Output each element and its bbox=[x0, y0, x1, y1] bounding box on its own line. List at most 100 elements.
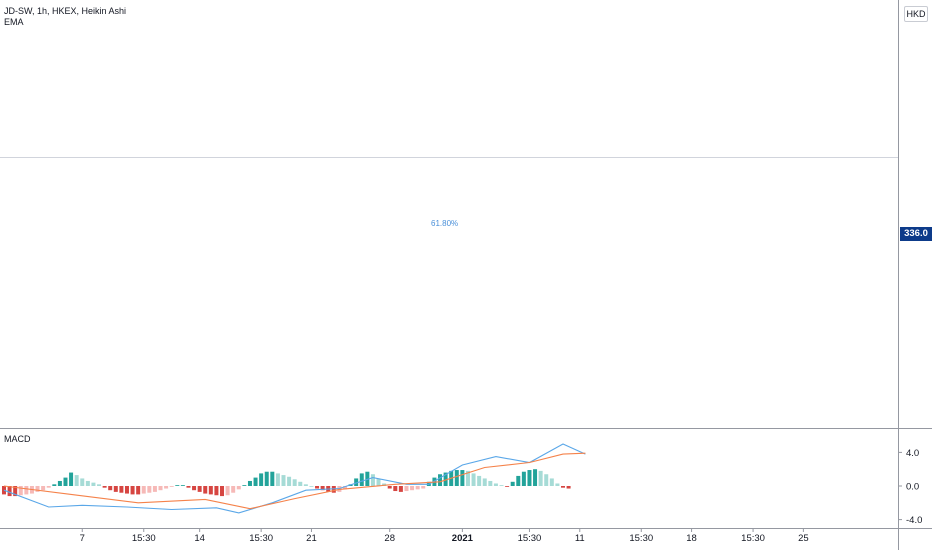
macd-histogram-bar bbox=[124, 486, 129, 494]
macd-histogram-bar bbox=[41, 486, 46, 491]
macd-histogram-bar bbox=[91, 482, 96, 486]
macd-histogram-bar bbox=[270, 471, 275, 486]
macd-histogram-bar bbox=[482, 478, 487, 486]
macd-pane bbox=[2, 443, 586, 514]
macd-histogram-bar bbox=[180, 485, 185, 486]
macd-histogram-bar bbox=[303, 484, 308, 486]
macd-tick-label: -4.0 bbox=[906, 515, 922, 526]
horizontal-line-price-tag: 336.0 bbox=[900, 227, 932, 241]
macd-histogram-bar bbox=[259, 473, 264, 486]
time-tick-label: 18 bbox=[686, 533, 697, 544]
macd-histogram-bar bbox=[438, 474, 443, 486]
macd-histogram-bar bbox=[342, 486, 347, 490]
macd-line bbox=[3, 443, 586, 514]
time-tick-label: 15:30 bbox=[249, 533, 273, 544]
macd-histogram-bar bbox=[18, 486, 23, 496]
price-pane bbox=[0, 157, 898, 158]
macd-tick-label: 0.0 bbox=[906, 482, 919, 493]
macd-histogram-bar bbox=[136, 486, 141, 495]
currency-button[interactable]: HKD bbox=[904, 6, 928, 22]
macd-histogram-bar bbox=[488, 480, 493, 486]
macd-histogram-bar bbox=[331, 486, 336, 493]
ema-label: EMA bbox=[4, 17, 24, 27]
signal-line bbox=[3, 452, 586, 510]
macd-histogram-bar bbox=[398, 486, 403, 492]
macd-histogram-bar bbox=[527, 470, 532, 486]
macd-histogram-bar bbox=[46, 486, 51, 488]
macd-histogram-bar bbox=[74, 475, 79, 486]
macd-histogram-bar bbox=[275, 473, 280, 486]
macd-histogram-bar bbox=[147, 486, 152, 493]
macd-histogram-bar bbox=[57, 480, 62, 486]
macd-histogram-bar bbox=[158, 486, 163, 491]
macd-legend[interactable]: MACD bbox=[4, 434, 31, 445]
macd-histogram-bar bbox=[281, 475, 286, 486]
macd-histogram-bar bbox=[287, 476, 292, 486]
macd-histogram-bar bbox=[421, 486, 426, 489]
macd-histogram-bar bbox=[225, 486, 230, 496]
macd-histogram-bar bbox=[113, 486, 118, 492]
macd-histogram-bar bbox=[247, 480, 252, 486]
macd-histogram-bar bbox=[404, 486, 409, 492]
macd-histogram-bar bbox=[510, 481, 515, 486]
macd-histogram-bar bbox=[97, 484, 102, 486]
time-tick-label: 11 bbox=[575, 533, 585, 544]
macd-histogram-bar bbox=[354, 478, 359, 486]
macd-histogram-bar bbox=[236, 486, 241, 490]
time-tick-label: 28 bbox=[384, 533, 395, 544]
macd-histogram-bar bbox=[264, 471, 269, 486]
macd-histogram-bar bbox=[130, 486, 135, 495]
macd-histogram-bar bbox=[499, 485, 504, 486]
macd-histogram-bar bbox=[52, 484, 57, 486]
macd-histogram-bar bbox=[471, 473, 476, 486]
macd-histogram-bar bbox=[505, 486, 510, 487]
macd-histogram-bar bbox=[443, 472, 448, 486]
time-tick-label: 14 bbox=[194, 533, 205, 544]
macd-histogram-bar bbox=[169, 486, 174, 487]
macd-histogram-bar bbox=[220, 486, 225, 497]
macd-histogram-bar bbox=[538, 470, 543, 486]
macd-histogram-bar bbox=[80, 478, 85, 486]
macd-histogram-bar bbox=[192, 486, 197, 491]
macd-histogram-bar bbox=[102, 486, 107, 488]
macd-histogram-bar bbox=[309, 486, 314, 487]
macd-histogram-bar bbox=[382, 483, 387, 486]
macd-histogram-bar bbox=[63, 477, 68, 486]
macd-histogram-bar bbox=[214, 486, 219, 496]
macd-histogram-bar bbox=[197, 486, 202, 492]
macd-histogram-bar bbox=[415, 486, 420, 490]
macd-histogram-bar bbox=[465, 470, 470, 486]
macd-histogram-bar bbox=[186, 486, 191, 488]
time-tick-label: 15:30 bbox=[741, 533, 765, 544]
symbol-legend[interactable]: JD-SW, 1h, HKEX, Heikin Ashi EMA bbox=[4, 6, 126, 28]
macd-histogram-bar bbox=[152, 486, 157, 492]
macd-histogram-bar bbox=[164, 486, 169, 489]
macd-histogram-bar bbox=[555, 483, 560, 486]
time-tick-label: 15:30 bbox=[132, 533, 156, 544]
macd-histogram-bar bbox=[175, 485, 180, 486]
macd-histogram-bar bbox=[85, 480, 90, 486]
axes: 370.0360.0350.0340.0330.0320.0310.0300.0… bbox=[80, 448, 923, 544]
macd-histogram-bar bbox=[315, 486, 320, 489]
macd-histogram-bar bbox=[533, 469, 538, 486]
time-tick-label: 25 bbox=[798, 533, 809, 544]
time-tick-label: 15:30 bbox=[518, 533, 542, 544]
macd-histogram-bar bbox=[208, 486, 213, 495]
time-tick-label: 2021 bbox=[452, 533, 474, 544]
macd-histogram-bar bbox=[7, 486, 12, 497]
macd-histogram-bar bbox=[561, 486, 565, 488]
macd-histogram-bar bbox=[454, 470, 459, 486]
time-tick-label: 15:30 bbox=[629, 533, 653, 544]
macd-histogram-bar bbox=[141, 486, 146, 494]
macd-histogram-bar bbox=[376, 478, 381, 486]
macd-histogram-bar bbox=[521, 471, 526, 486]
macd-histogram-bar bbox=[460, 470, 465, 486]
macd-histogram-bar bbox=[359, 473, 364, 486]
macd-histogram-bar bbox=[298, 481, 303, 486]
time-tick-label: 7 bbox=[80, 533, 85, 544]
macd-histogram-bar bbox=[35, 486, 40, 492]
macd-histogram-bar bbox=[231, 486, 236, 493]
time-tick-label: 21 bbox=[306, 533, 317, 544]
